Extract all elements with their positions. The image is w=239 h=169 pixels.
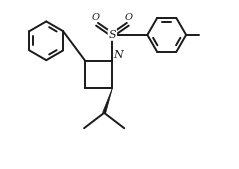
Text: O: O	[92, 13, 100, 22]
Text: N: N	[114, 50, 123, 60]
Text: S: S	[109, 30, 116, 40]
Polygon shape	[103, 88, 112, 113]
Text: O: O	[125, 13, 133, 22]
